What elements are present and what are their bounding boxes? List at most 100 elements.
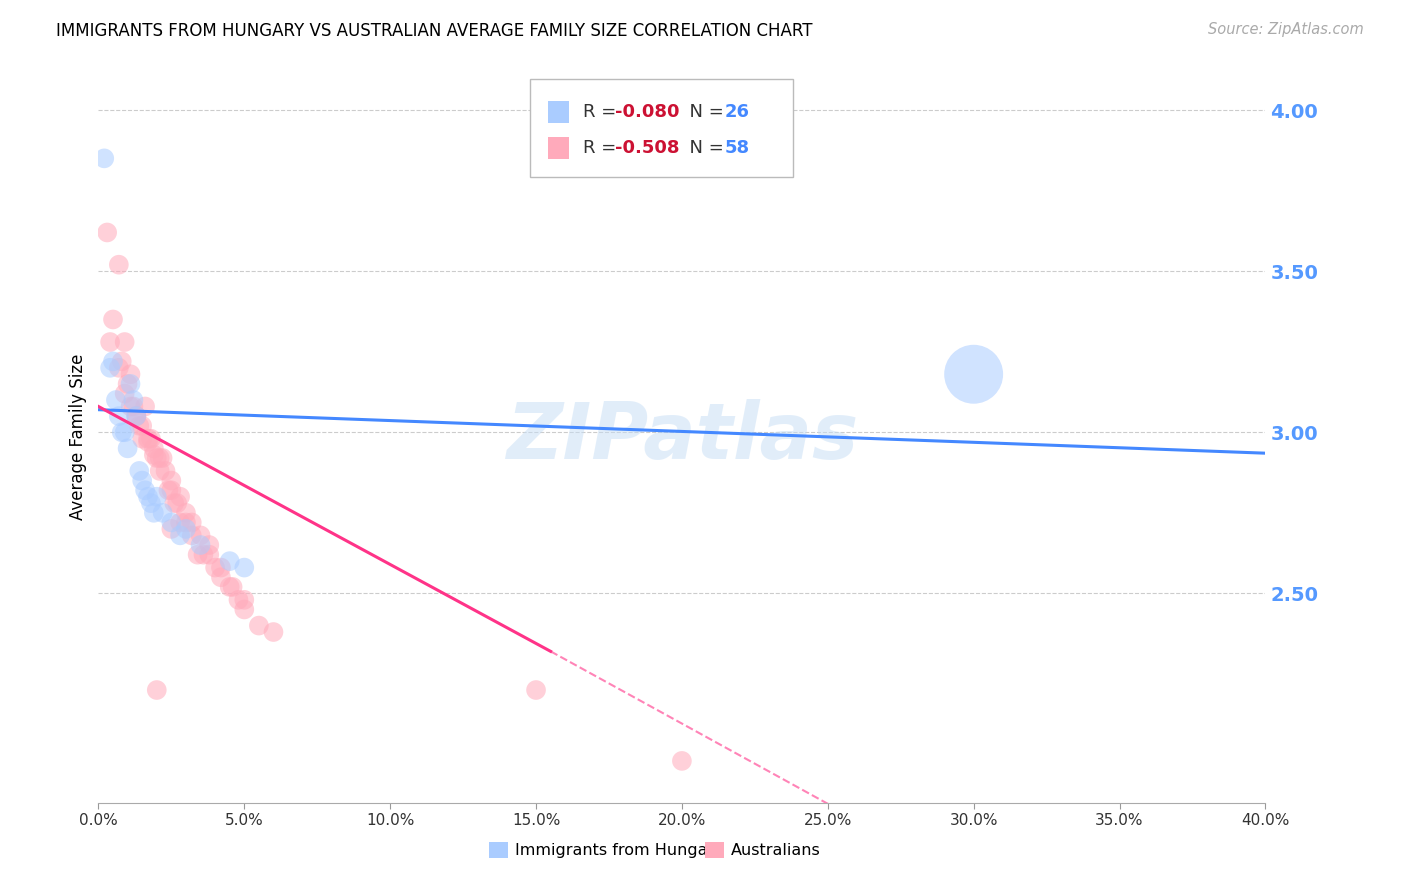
Point xyxy=(174,506,197,520)
Point xyxy=(160,474,183,488)
Point xyxy=(139,432,162,446)
Point xyxy=(93,152,115,166)
Text: -0.508: -0.508 xyxy=(616,139,681,157)
Text: 58: 58 xyxy=(725,139,751,157)
Point xyxy=(218,554,240,568)
Point xyxy=(209,570,232,584)
Point xyxy=(169,528,191,542)
Point xyxy=(131,432,153,446)
Point xyxy=(174,516,197,530)
Text: Source: ZipAtlas.com: Source: ZipAtlas.com xyxy=(1208,22,1364,37)
Point xyxy=(122,400,145,414)
Point xyxy=(169,490,191,504)
Point xyxy=(262,625,284,640)
Point xyxy=(233,602,256,616)
Point xyxy=(233,592,256,607)
Point xyxy=(96,226,118,240)
Point xyxy=(136,432,159,446)
Point xyxy=(152,506,174,520)
Point xyxy=(111,425,134,440)
Point xyxy=(104,392,127,407)
Point xyxy=(131,418,153,433)
Point xyxy=(169,516,191,530)
Point xyxy=(149,450,172,465)
Point xyxy=(174,522,197,536)
Point xyxy=(160,522,183,536)
Point xyxy=(228,592,250,607)
Point xyxy=(114,386,136,401)
Point xyxy=(149,464,172,478)
Point xyxy=(198,538,221,552)
Bar xyxy=(489,842,508,858)
Point xyxy=(146,450,169,465)
Point xyxy=(125,409,148,424)
Point xyxy=(117,442,139,456)
Point xyxy=(671,754,693,768)
Text: R =: R = xyxy=(582,139,621,157)
Text: N =: N = xyxy=(679,103,730,120)
Text: ZIPatlas: ZIPatlas xyxy=(506,399,858,475)
Point xyxy=(146,683,169,698)
Point xyxy=(142,506,165,520)
Point xyxy=(160,516,183,530)
Point xyxy=(139,496,162,510)
Y-axis label: Average Family Size: Average Family Size xyxy=(69,354,87,520)
Point xyxy=(131,474,153,488)
Text: R =: R = xyxy=(582,103,621,120)
Bar xyxy=(548,101,568,122)
Text: -0.080: -0.080 xyxy=(616,103,681,120)
Point xyxy=(190,538,212,552)
Point xyxy=(221,580,243,594)
Point xyxy=(187,548,209,562)
Point xyxy=(157,483,180,498)
Point xyxy=(247,618,270,632)
Point xyxy=(180,528,202,542)
Point xyxy=(108,258,131,272)
Point xyxy=(136,434,159,449)
Point xyxy=(524,683,547,698)
Point xyxy=(114,334,136,349)
Point xyxy=(120,376,142,391)
Point xyxy=(142,442,165,456)
Point xyxy=(101,312,124,326)
Point xyxy=(134,483,156,498)
Text: N =: N = xyxy=(679,139,730,157)
Point xyxy=(120,400,142,414)
Point xyxy=(155,464,177,478)
Point xyxy=(160,483,183,498)
Point xyxy=(108,360,131,375)
Point xyxy=(198,548,221,562)
Text: Immigrants from Hungary: Immigrants from Hungary xyxy=(515,843,724,858)
Text: 26: 26 xyxy=(725,103,749,120)
Point xyxy=(98,334,121,349)
Point xyxy=(142,448,165,462)
Point xyxy=(163,496,186,510)
Point xyxy=(125,409,148,424)
Point xyxy=(128,418,150,433)
Point xyxy=(128,464,150,478)
Point xyxy=(117,376,139,391)
Point xyxy=(209,560,232,574)
Point xyxy=(120,368,142,382)
Point xyxy=(122,392,145,407)
Point xyxy=(125,409,148,424)
Point xyxy=(101,354,124,368)
Point xyxy=(111,354,134,368)
Point xyxy=(193,548,215,562)
Point xyxy=(146,490,169,504)
Point xyxy=(190,528,212,542)
Point xyxy=(152,450,174,465)
Bar xyxy=(706,842,724,858)
Point xyxy=(218,580,240,594)
Bar xyxy=(548,137,568,159)
Point xyxy=(204,560,226,574)
Point xyxy=(180,516,202,530)
FancyBboxPatch shape xyxy=(530,78,793,178)
Point xyxy=(114,425,136,440)
Text: Australians: Australians xyxy=(731,843,821,858)
Point xyxy=(962,368,984,382)
Text: IMMIGRANTS FROM HUNGARY VS AUSTRALIAN AVERAGE FAMILY SIZE CORRELATION CHART: IMMIGRANTS FROM HUNGARY VS AUSTRALIAN AV… xyxy=(56,22,813,40)
Point xyxy=(136,490,159,504)
Point xyxy=(98,360,121,375)
Point xyxy=(166,496,188,510)
